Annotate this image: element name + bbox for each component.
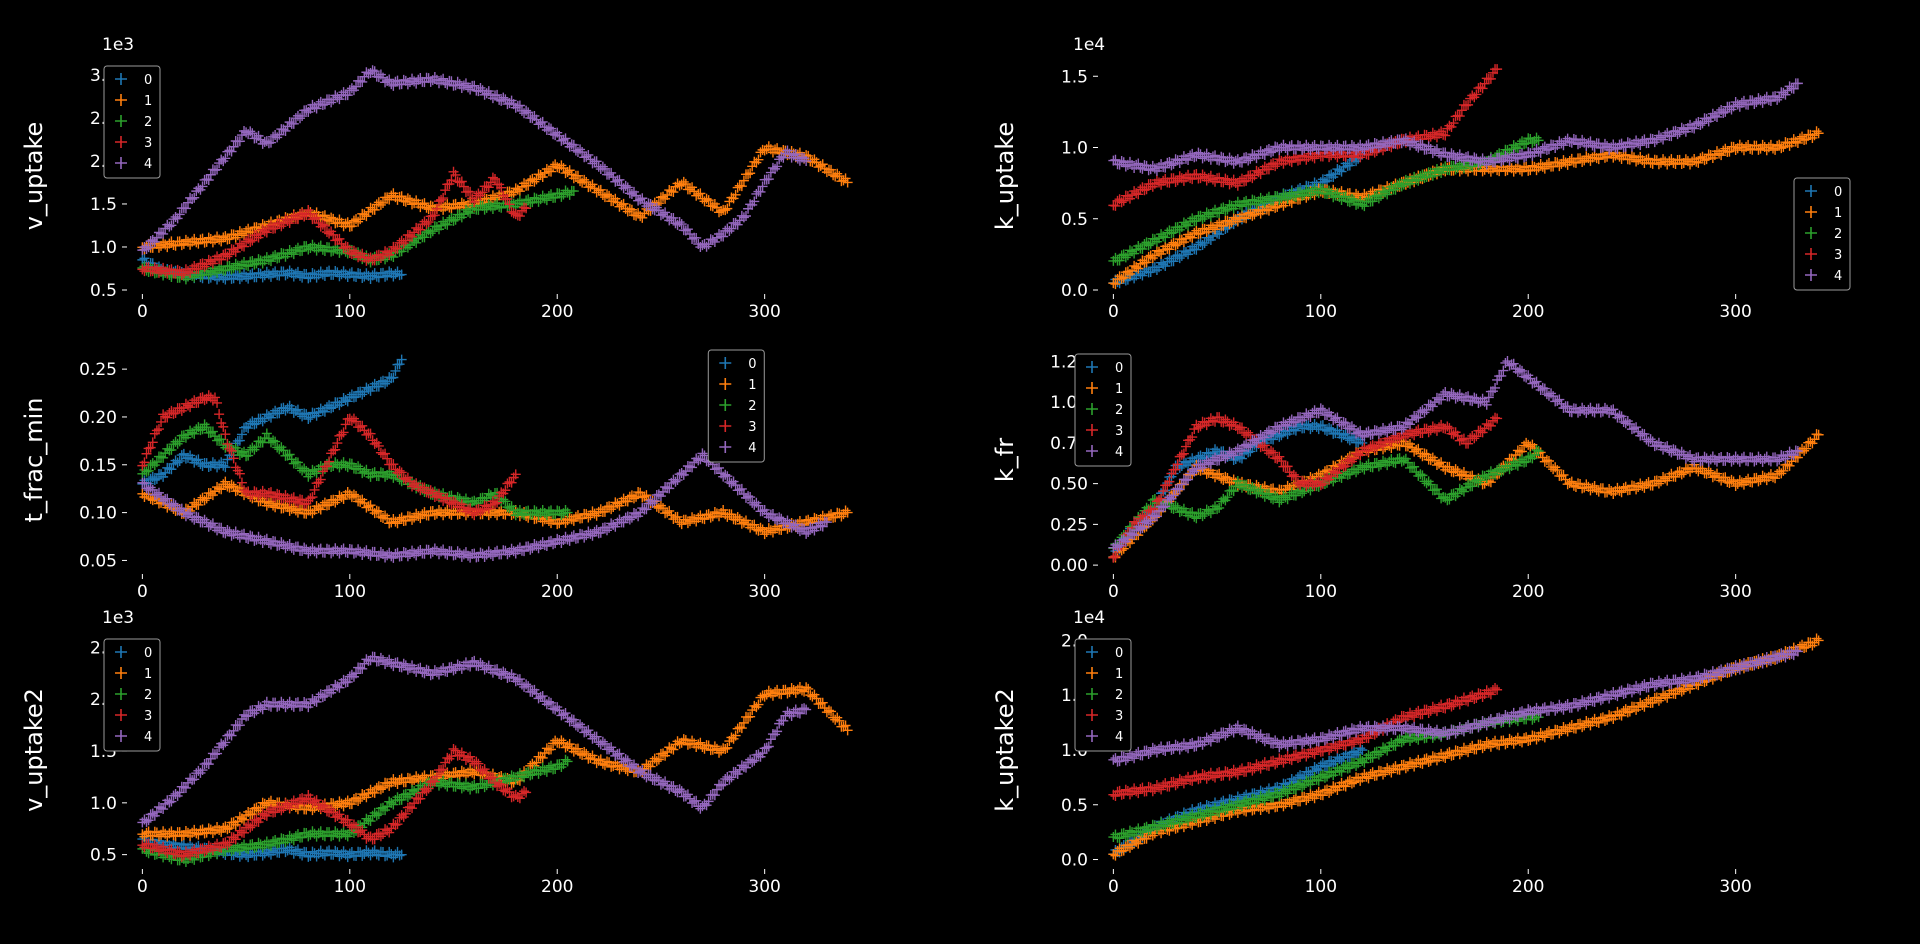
x-tick-label: 300 [1719, 582, 1751, 602]
data-point [214, 409, 224, 419]
axis-offset-label: 1e3 [102, 608, 134, 628]
x-tick-label: 300 [748, 302, 780, 322]
x-tick-label: 200 [1512, 302, 1544, 322]
y-tick-label: 0.25 [1050, 515, 1088, 535]
y-tick-label: 0.0 [1061, 281, 1088, 301]
y-tick-label: 1.5 [90, 195, 117, 215]
x-tick-label: 200 [541, 302, 573, 322]
series-3 [1108, 64, 1502, 211]
y-axis-label: t_frac_min [20, 398, 48, 523]
legend-label: 4 [748, 441, 756, 456]
y-tick-label: 0.05 [79, 551, 117, 571]
y-tick-label: 0.20 [79, 408, 117, 428]
legend-label: 4 [144, 157, 152, 172]
x-tick-label: 100 [334, 582, 366, 602]
markers [1108, 356, 1823, 563]
x-tick-label: 0 [1108, 582, 1119, 602]
legend: 0 1 2 3 4 [708, 350, 764, 462]
legend-label: 2 [1115, 403, 1123, 418]
x-tick-label: 200 [1512, 582, 1544, 602]
y-axis-label: k_uptake [991, 122, 1019, 230]
legend-label: 0 [748, 357, 756, 372]
axis-offset-label: 1e4 [1073, 35, 1105, 55]
markers [137, 65, 852, 284]
legend-label: 4 [1834, 269, 1842, 284]
data-point [262, 428, 272, 438]
axis-offset-label: 1e3 [102, 35, 134, 55]
series-4 [137, 65, 811, 255]
markers [1108, 64, 1823, 289]
y-tick-label: 0.00 [1050, 556, 1088, 576]
y-tick-label: 0.25 [79, 360, 117, 380]
y-tick-label: 0.5 [90, 846, 117, 866]
x-tick-label: 0 [137, 877, 148, 897]
chart-k_uptake: 0 100 200 300 0.0 0.5 1.0 1.5 1e4 k_uptake 0 1 2 3 4 [991, 35, 1850, 322]
x-tick-label: 300 [748, 877, 780, 897]
y-tick-label: 0.50 [1050, 475, 1088, 495]
y-tick-label: 1.0 [90, 794, 117, 814]
x-tick-label: 100 [334, 877, 366, 897]
x-tick-label: 300 [748, 582, 780, 602]
legend-label: 2 [1834, 227, 1842, 242]
x-tick-label: 0 [137, 582, 148, 602]
legend-label: 1 [144, 94, 152, 109]
legend-label: 3 [1115, 424, 1123, 439]
legend-label: 1 [748, 378, 756, 393]
y-axis-label: v_uptake [20, 122, 48, 231]
x-tick-label: 200 [541, 582, 573, 602]
y-tick-label: 1.0 [90, 238, 117, 258]
legend-label: 4 [1115, 445, 1123, 460]
x-tick-label: 0 [1108, 302, 1119, 322]
x-tick-label: 100 [1305, 302, 1337, 322]
legend-label: 0 [1834, 185, 1842, 200]
legend-label: 1 [1115, 382, 1123, 397]
legend-label: 2 [748, 399, 756, 414]
y-tick-label: 0.5 [90, 281, 117, 301]
legend: 0 1 2 3 4 [1075, 354, 1131, 466]
x-tick-label: 300 [1719, 302, 1751, 322]
y-axis-label: v_uptake2 [20, 688, 48, 812]
x-tick-label: 200 [541, 877, 573, 897]
x-tick-label: 100 [1305, 582, 1337, 602]
y-tick-label: 1.5 [1061, 67, 1088, 87]
x-tick-label: 100 [334, 302, 366, 322]
y-tick-label: 0.15 [79, 456, 117, 476]
y-tick-label: 0.10 [79, 504, 117, 524]
legend-label: 0 [144, 73, 152, 88]
legend: 0 1 2 3 4 [1794, 178, 1850, 290]
legend-label: 1 [1834, 206, 1842, 221]
legend-label: 3 [1834, 248, 1842, 263]
legend-label: 3 [144, 136, 152, 151]
y-tick-label: 1.0 [1061, 139, 1088, 159]
x-tick-label: 0 [137, 302, 148, 322]
legend: 0 1 2 3 4 [104, 66, 160, 178]
y-tick-label: 0.5 [1061, 210, 1088, 230]
legend-label: 3 [748, 420, 756, 435]
chart-t_frac_min: 0 100 200 300 0.05 0.10 0.15 0.20 0.25 t_frac_min… [20, 350, 853, 602]
y-axis-label: k_fr [991, 438, 1019, 482]
legend-label: 0 [1115, 361, 1123, 376]
legend-label: 2 [144, 115, 152, 130]
series-1 [137, 141, 852, 254]
markers [137, 652, 852, 867]
